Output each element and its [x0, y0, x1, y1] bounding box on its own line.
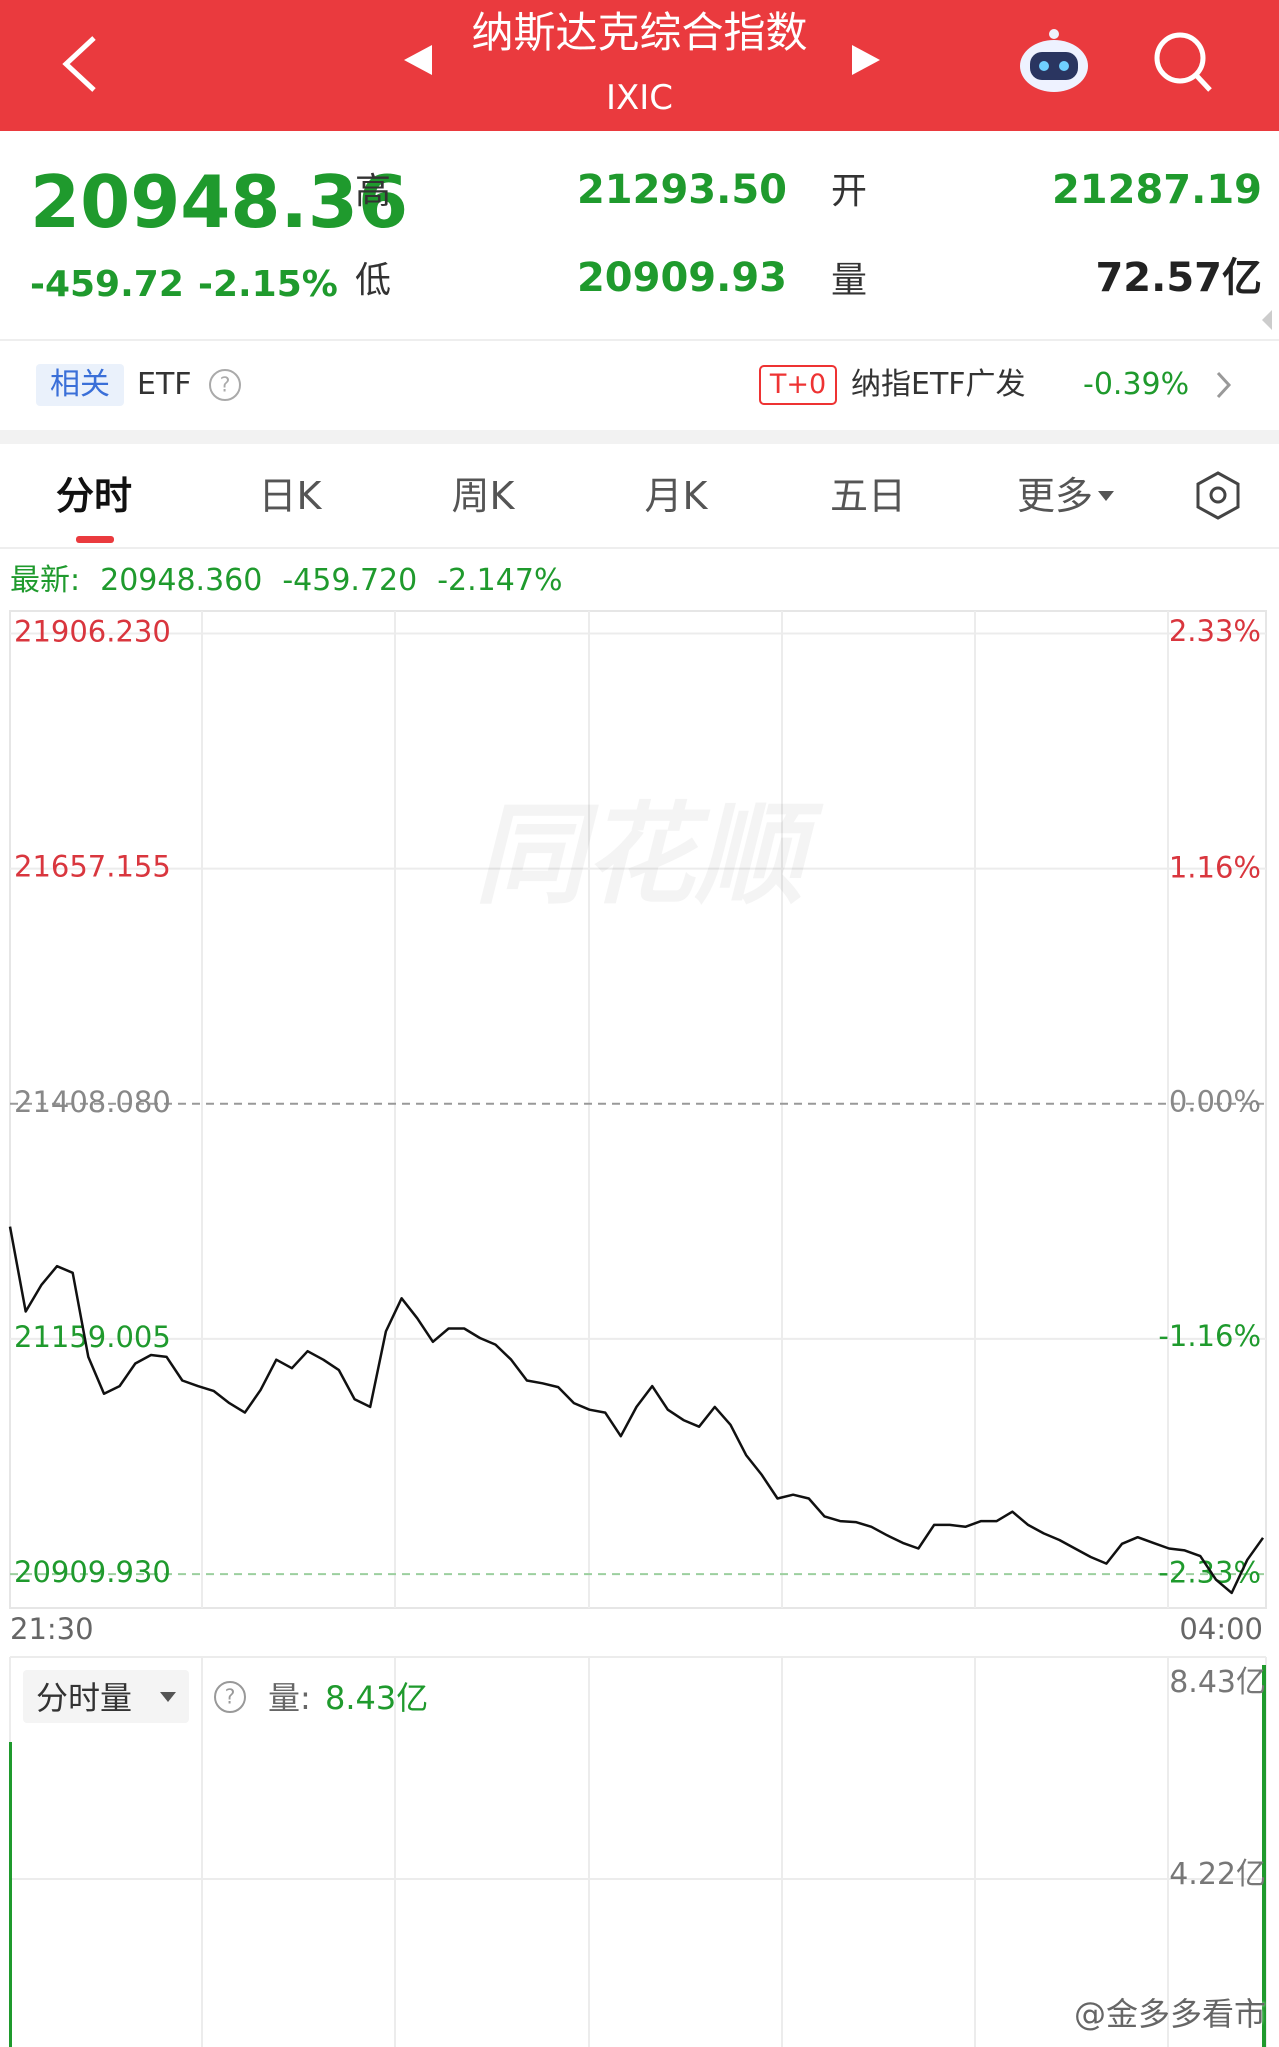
- prev-arrow[interactable]: [404, 45, 432, 75]
- y-tick-label: 21906.230: [14, 614, 171, 648]
- latest-price: 20948.360: [100, 563, 263, 598]
- tab[interactable]: 日K: [258, 474, 322, 518]
- code: IXIC: [605, 78, 674, 118]
- latest-label: 最新:: [10, 563, 81, 598]
- y2-tick-label: -1.16%: [1158, 1319, 1261, 1353]
- x-tick-label: 21:30: [10, 1612, 94, 1646]
- badge-box: [759, 365, 837, 405]
- tab-underline: [76, 536, 114, 543]
- volume-axis-label: 4.22亿: [1169, 1857, 1266, 1892]
- etf-badge: T+0: [769, 369, 827, 400]
- corner-mark: [1262, 310, 1272, 330]
- next-arrow[interactable]: [852, 45, 880, 75]
- y-tick-label: 20909.930: [14, 1555, 171, 1589]
- y2-tick-label: -2.33%: [1158, 1556, 1261, 1590]
- robot-icon[interactable]: [1020, 29, 1088, 92]
- more-caret: [1098, 491, 1114, 501]
- chevron: [1216, 371, 1232, 399]
- volume-bar: [9, 1742, 12, 2047]
- x-tick-label: 04:00: [1179, 1612, 1263, 1646]
- settings-dot: [1209, 486, 1227, 504]
- intraday-chart: 21906.230 21657.155 21408.080 21159.005 2090…: [8, 614, 1266, 1646]
- title: 纳斯达克综合指数: [471, 8, 808, 57]
- etf-name[interactable]: 纳指ETF广发: [851, 367, 1026, 402]
- selector-caret: [160, 1692, 176, 1702]
- volume-value: 8.43亿: [325, 1679, 429, 1717]
- price-line: [8, 1226, 1265, 1595]
- latest-pct: -2.147%: [437, 563, 563, 598]
- volume-bar: [1262, 1665, 1266, 2047]
- tab[interactable]: 月K: [644, 474, 708, 518]
- volume-label: 量: [831, 260, 868, 301]
- y2-tick-label: 1.16%: [1169, 850, 1261, 884]
- volume-selector[interactable]: 分时量: [36, 1679, 133, 1717]
- etf-change[interactable]: -0.39%: [1083, 367, 1190, 402]
- low-label: 低: [355, 260, 392, 301]
- tag-bg: [36, 364, 124, 406]
- help-icon[interactable]: [214, 1681, 246, 1713]
- volume: 72.57亿: [1095, 255, 1262, 301]
- etf-tag: 相关: [50, 367, 110, 402]
- help-icon[interactable]: [209, 369, 241, 401]
- volume-label: 量:: [268, 1679, 311, 1717]
- tab[interactable]: 更多: [1016, 474, 1093, 518]
- help-mark: ?: [225, 1685, 236, 1709]
- band: [0, 430, 1279, 444]
- back-button[interactable]: [62, 36, 96, 92]
- etf-label[interactable]: ETF: [137, 367, 192, 402]
- high-label: 高: [355, 171, 392, 212]
- settings-icon[interactable]: [1196, 471, 1240, 520]
- open: 21287.19: [1051, 167, 1262, 213]
- y2-tick-label: 2.33%: [1169, 614, 1261, 648]
- latest-change: -459.720: [282, 563, 418, 598]
- high: 21293.50: [576, 167, 787, 213]
- tab[interactable]: 五日: [829, 474, 906, 518]
- latest-row: 最新: 20948.360 -459.720 -2.147%: [10, 566, 562, 596]
- price: 20948.36: [30, 160, 409, 244]
- volume-axis-label: 8.43亿: [1169, 1665, 1266, 1700]
- y-tick-label: 21159.005: [14, 1320, 171, 1354]
- selector-bg[interactable]: [23, 1670, 189, 1723]
- footer-watermark: @金多多看市: [1073, 1995, 1266, 2033]
- y-tick-label: 21657.155: [14, 850, 171, 884]
- y-tick-label: 21408.080: [14, 1085, 171, 1119]
- change-pct: -2.15%: [198, 264, 338, 305]
- low: 20909.93: [576, 255, 787, 301]
- chart-frame: [9, 610, 1267, 1609]
- change: -459.72: [30, 264, 184, 305]
- tab[interactable]: 分时: [55, 474, 132, 518]
- open-label: 开: [831, 171, 868, 212]
- y2-tick-label: 0.00%: [1169, 1085, 1261, 1119]
- search-icon[interactable]: [1154, 32, 1212, 92]
- help-mark: ?: [220, 373, 231, 397]
- tab[interactable]: 周K: [451, 474, 515, 518]
- watermark: 同花顺: [0, 800, 1279, 910]
